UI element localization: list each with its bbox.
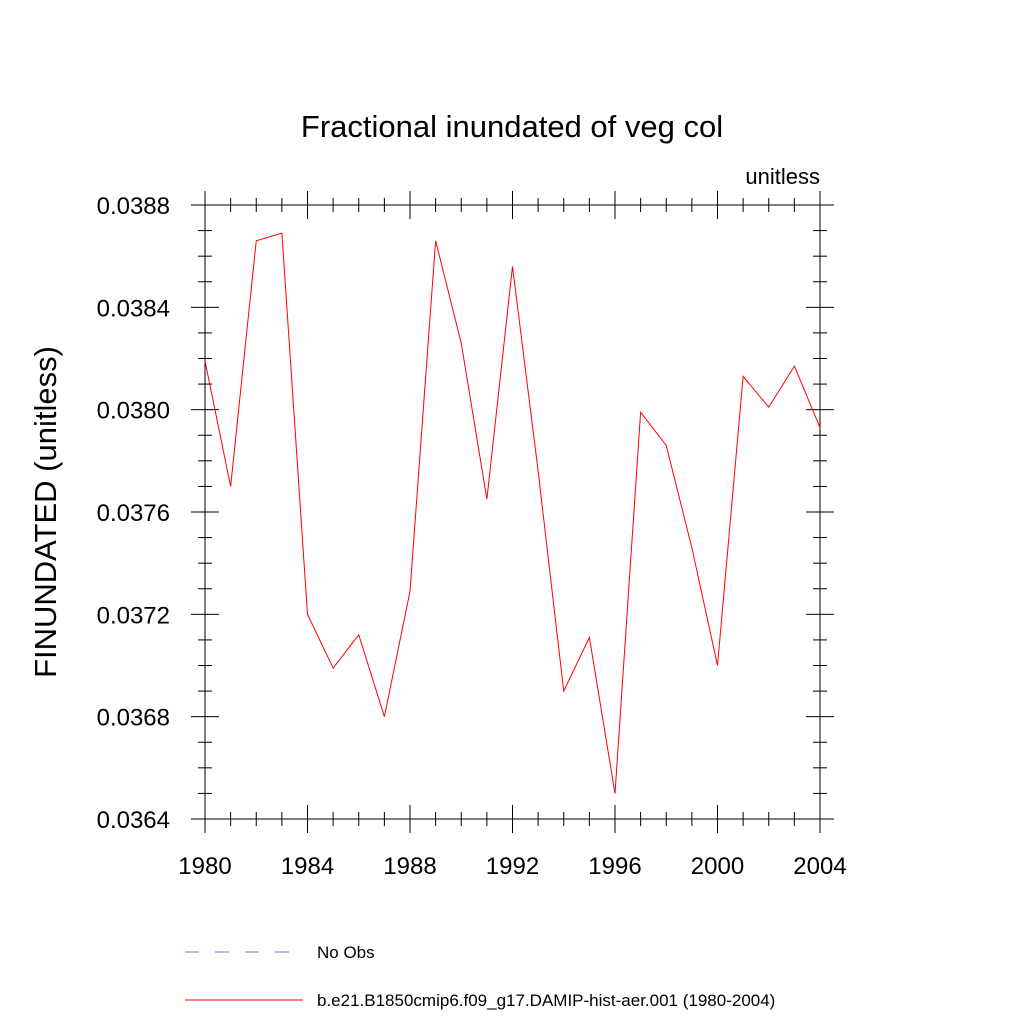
y-tick-label: 0.0376 [97, 500, 170, 527]
chart-title: Fractional inundated of veg col [301, 109, 723, 144]
x-tick-label: 1992 [486, 853, 539, 880]
y-tick-label: 0.0380 [97, 398, 170, 425]
y-tick-label: 0.0372 [97, 602, 170, 629]
series-line [204, 232, 821, 794]
x-tick-label: 1984 [281, 853, 334, 880]
axis-ticks [191, 191, 834, 833]
y-tick-label: 0.0368 [97, 705, 170, 732]
x-tick-label: 2004 [793, 853, 846, 880]
x-tick-label: 1988 [383, 853, 436, 880]
x-tick-label: 1980 [178, 853, 231, 880]
units-label: unitless [745, 164, 820, 189]
plot-frame [204, 204, 821, 820]
y-axis-label: FINUNDATED (unitless) [28, 346, 63, 678]
legend-label: b.e21.B1850cmip6.f09_g17.DAMIP-hist-aer.… [317, 991, 775, 1010]
legend: No Obs b.e21.B1850cmip6.f09_g17.DAMIP-his… [185, 943, 775, 1010]
y-tick-label: 0.0384 [97, 295, 170, 322]
series-layer [204, 232, 821, 794]
y-tick-label: 0.0388 [97, 193, 170, 220]
y-tick-label: 0.0364 [97, 807, 170, 834]
legend-label: No Obs [317, 943, 375, 962]
x-tick-label: 1996 [588, 853, 641, 880]
tick-labels: 1980 1984 1988 1992 1996 2000 2004 0.0364 0.0368… [97, 193, 847, 880]
x-tick-label: 2000 [691, 853, 744, 880]
